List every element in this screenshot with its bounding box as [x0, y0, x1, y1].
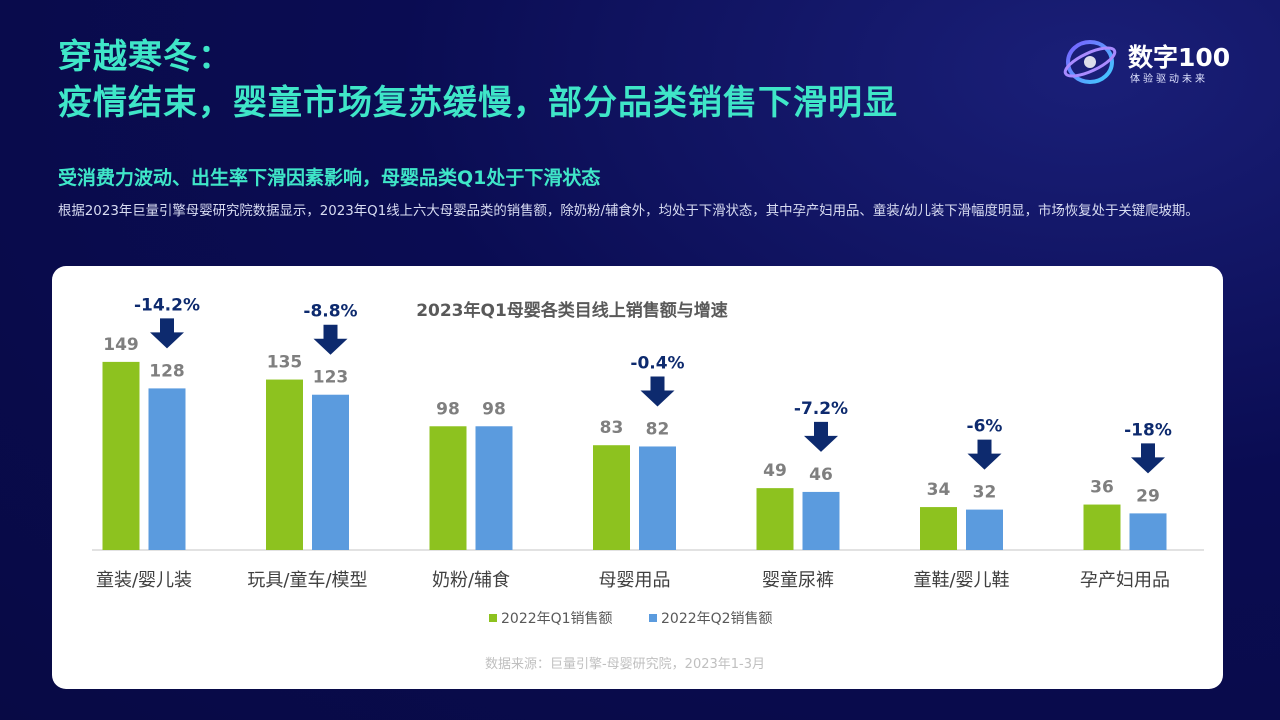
logo-text: 数字100: [1128, 43, 1231, 72]
value-label-q1-2: 98: [436, 399, 460, 419]
growth-label-0: -14.2%: [134, 295, 200, 315]
bar-q1-6: [1083, 504, 1121, 550]
chart-title: 2023年Q1母婴各类目线上销售额与增速: [416, 300, 728, 321]
bar-q2-6: [1129, 513, 1167, 550]
growth-label-3: -0.4%: [630, 353, 684, 373]
page-title: 穿越寒冬： 疫情结束，婴童市场复苏缓慢，部分品类销售下滑明显: [58, 34, 898, 126]
value-label-q2-6: 29: [1136, 486, 1160, 506]
value-label-q2-2: 98: [482, 399, 506, 419]
category-label-5: 童鞋/婴儿鞋: [913, 570, 1009, 591]
value-label-q2-1: 123: [313, 368, 349, 388]
bar-q2-2: [475, 426, 513, 550]
value-label-q2-4: 46: [809, 465, 833, 485]
logo: 数字100 体验驱动未来: [1062, 36, 1252, 88]
bar-q1-1: [266, 379, 303, 550]
bar-q2-3: [639, 446, 676, 550]
category-label-6: 孕产妇用品: [1080, 570, 1170, 591]
chart-panel: 2023年Q1母婴各类目线上销售额与增速 149 128 童装/婴儿装 -14.2% 13…: [52, 266, 1223, 689]
category-label-0: 童装/婴儿装: [96, 570, 192, 591]
bar-q1-5: [920, 507, 957, 550]
category-label-4: 婴童尿裤: [762, 570, 834, 591]
decline-arrow-icon-3: [640, 376, 675, 407]
growth-label-4: -7.2%: [794, 399, 848, 419]
legend-label-0: 2022年Q1销售额: [501, 611, 613, 627]
growth-label-5: -6%: [967, 417, 1003, 437]
growth-label-6: -18%: [1124, 420, 1172, 440]
logo-mark-icon: [1063, 40, 1117, 84]
section-description: 根据2023年巨量引擎母婴研究院数据显示，2023年Q1线上六大母婴品类的销售额…: [58, 204, 1199, 219]
legend-swatch-0: [489, 614, 497, 622]
logo-tagline: 体验驱动未来: [1130, 74, 1208, 85]
value-label-q1-3: 83: [600, 418, 624, 438]
category-label-3: 母婴用品: [599, 570, 671, 591]
category-label-1: 玩具/童车/模型: [247, 570, 367, 591]
value-label-q1-0: 149: [103, 335, 139, 355]
value-label-q1-4: 49: [763, 461, 787, 481]
category-label-2: 奶粉/辅食: [432, 570, 510, 591]
source-note: 数据来源：巨量引擎-母婴研究院，2023年1-3月: [485, 657, 765, 672]
title-line-2: 疫情结束，婴童市场复苏缓慢，部分品类销售下滑明显: [58, 83, 898, 123]
bar-q1-4: [756, 488, 794, 550]
bar-q2-1: [312, 394, 349, 550]
value-label-q2-3: 82: [646, 419, 670, 439]
decline-arrow-icon-5: [967, 439, 1002, 470]
value-label-q1-1: 135: [267, 353, 303, 373]
bar-q1-2: [429, 426, 467, 550]
decline-arrow-icon-0: [150, 318, 184, 349]
decline-arrow-icon-1: [313, 324, 348, 355]
bar-q2-4: [802, 491, 840, 550]
bar-chart: 2023年Q1母婴各类目线上销售额与增速 149 128 童装/婴儿装 -14.2% 13…: [92, 295, 1204, 672]
legend-label-1: 2022年Q2销售额: [661, 611, 773, 627]
section-subtitle: 受消费力波动、出生率下滑因素影响，母婴品类Q1处于下滑状态: [58, 167, 601, 189]
value-label-q2-0: 128: [149, 361, 185, 381]
bar-q2-0: [148, 388, 186, 550]
decline-arrow-icon-4: [804, 421, 838, 452]
value-label-q1-6: 36: [1090, 478, 1114, 498]
legend-swatch-1: [649, 614, 657, 622]
bar-q2-5: [966, 509, 1003, 550]
title-line-1: 穿越寒冬：: [58, 37, 233, 77]
bar-q1-0: [102, 361, 140, 550]
value-label-q1-5: 34: [927, 480, 951, 500]
value-label-q2-5: 32: [973, 483, 997, 503]
bar-q1-3: [593, 445, 630, 550]
growth-label-1: -8.8%: [303, 302, 357, 322]
decline-arrow-icon-6: [1131, 443, 1165, 474]
